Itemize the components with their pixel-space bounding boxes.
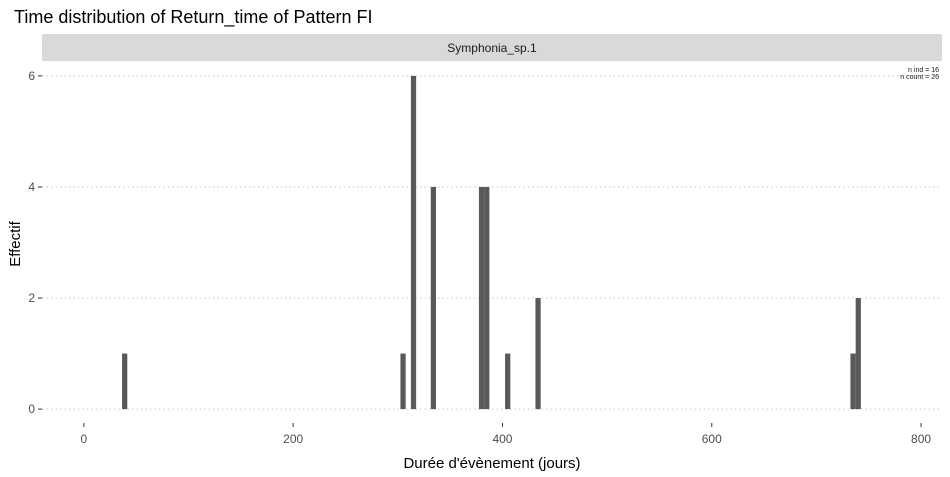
x-axis: 0 200 400 600 800 [81,423,931,446]
x-axis-title: Durée d'évènement (jours) [403,455,580,472]
histogram-bar [410,75,417,410]
facet-strip [42,34,942,61]
y-tick-label: 0 [28,402,35,416]
histogram-bar [535,298,541,410]
bars [122,75,861,410]
x-tick-label: 0 [81,432,88,446]
y-axis-title: Effectif [7,220,24,266]
x-tick-label: 400 [492,432,512,446]
grid-lines [42,75,942,410]
histogram-bar [850,353,856,410]
chart-title: Time distribution of Return_time of Patt… [14,7,372,28]
n-count-note: n count = 26 [900,74,939,81]
histogram-bar [484,186,490,410]
n-ind-note: n ind = 16 [908,67,939,74]
histogram-bar [400,353,406,410]
x-tick-label: 600 [702,432,722,446]
x-tick-label: 800 [911,432,931,446]
histogram-bar [122,353,128,410]
histogram-bar [430,186,437,410]
histogram-bar [478,186,485,410]
y-tick-label: 4 [28,180,35,194]
y-tick-label: 2 [28,291,35,305]
histogram-bar [855,298,861,410]
x-tick-label: 200 [283,432,303,446]
histogram-bar [505,353,511,410]
y-tick-label: 6 [28,69,35,83]
facet-label: Symphonia_sp.1 [447,41,537,55]
y-axis: 0 2 4 6 [28,69,42,416]
